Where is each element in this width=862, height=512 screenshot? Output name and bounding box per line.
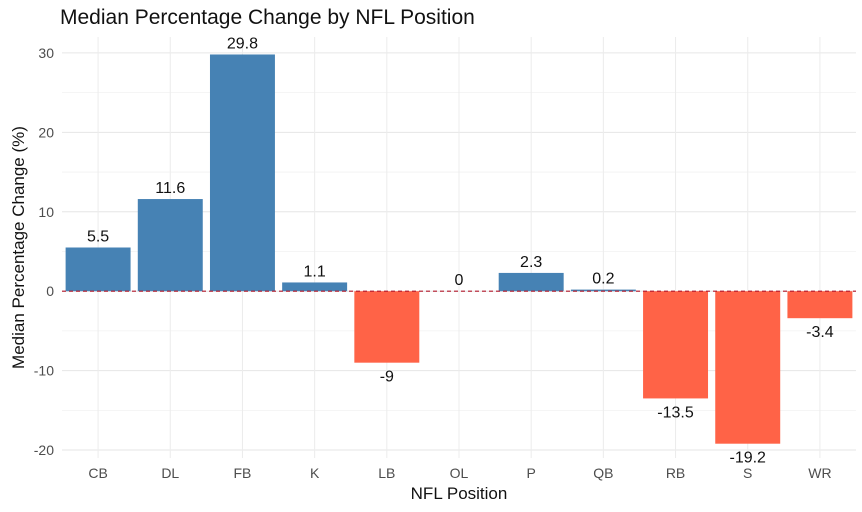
x-tick-label: RB	[666, 465, 685, 481]
y-tick-label: 0	[46, 283, 54, 299]
x-tick-label: K	[310, 465, 320, 481]
data-label-lb: -9	[380, 369, 394, 386]
y-tick-label: -20	[34, 442, 54, 458]
data-label-cb: 5.5	[87, 229, 109, 246]
chart-title: Median Percentage Change by NFL Position	[60, 6, 475, 29]
y-tick-label: 10	[38, 204, 54, 220]
data-label-k: 1.1	[304, 263, 326, 280]
data-label-p: 2.3	[520, 254, 542, 271]
bar-rb	[643, 291, 709, 399]
x-tick-label: FB	[234, 465, 252, 481]
x-tick-label: QB	[593, 465, 613, 481]
data-label-wr: -3.4	[806, 324, 834, 341]
data-label-rb: -13.5	[657, 404, 694, 421]
x-tick-label: DL	[161, 465, 179, 481]
y-tick-label: 20	[38, 124, 54, 140]
x-tick-label: OL	[450, 465, 469, 481]
bar-qb	[570, 289, 636, 292]
data-label-s: -19.2	[729, 450, 766, 467]
x-tick-label: WR	[808, 465, 831, 481]
data-label-ol: 0	[455, 272, 464, 289]
x-tick-label: P	[527, 465, 536, 481]
y-axis-ticks: -20 -10 0 10 20 30	[34, 45, 54, 458]
grid-lines	[62, 37, 856, 458]
y-tick-label: 30	[38, 45, 54, 61]
y-tick-label: -10	[34, 363, 54, 379]
bar-wr	[787, 291, 853, 319]
x-axis-title: NFL Position	[411, 484, 508, 503]
x-tick-label: LB	[378, 465, 395, 481]
x-tick-label: CB	[88, 465, 107, 481]
bar-s	[715, 291, 781, 444]
bars	[65, 54, 853, 444]
bar-p	[498, 272, 564, 292]
bar-lb	[354, 291, 420, 363]
bar-dl	[137, 199, 203, 292]
data-labels: 5.5 11.6 29.8 1.1 -9 0 2.3 0.2 -13.5 -19.2 -3.4	[87, 35, 834, 466]
data-label-fb: 29.8	[227, 35, 258, 52]
y-axis-title: Median Percentage Change (%)	[9, 126, 28, 369]
data-label-dl: 11.6	[155, 180, 185, 197]
bar-k	[282, 282, 348, 292]
bar-fb	[209, 54, 275, 292]
x-axis-ticks: CB DL FB K LB OL P QB RB S WR	[88, 465, 831, 481]
bar-cb	[65, 247, 131, 292]
data-label-qb: 0.2	[592, 271, 614, 288]
x-tick-label: S	[743, 465, 752, 481]
